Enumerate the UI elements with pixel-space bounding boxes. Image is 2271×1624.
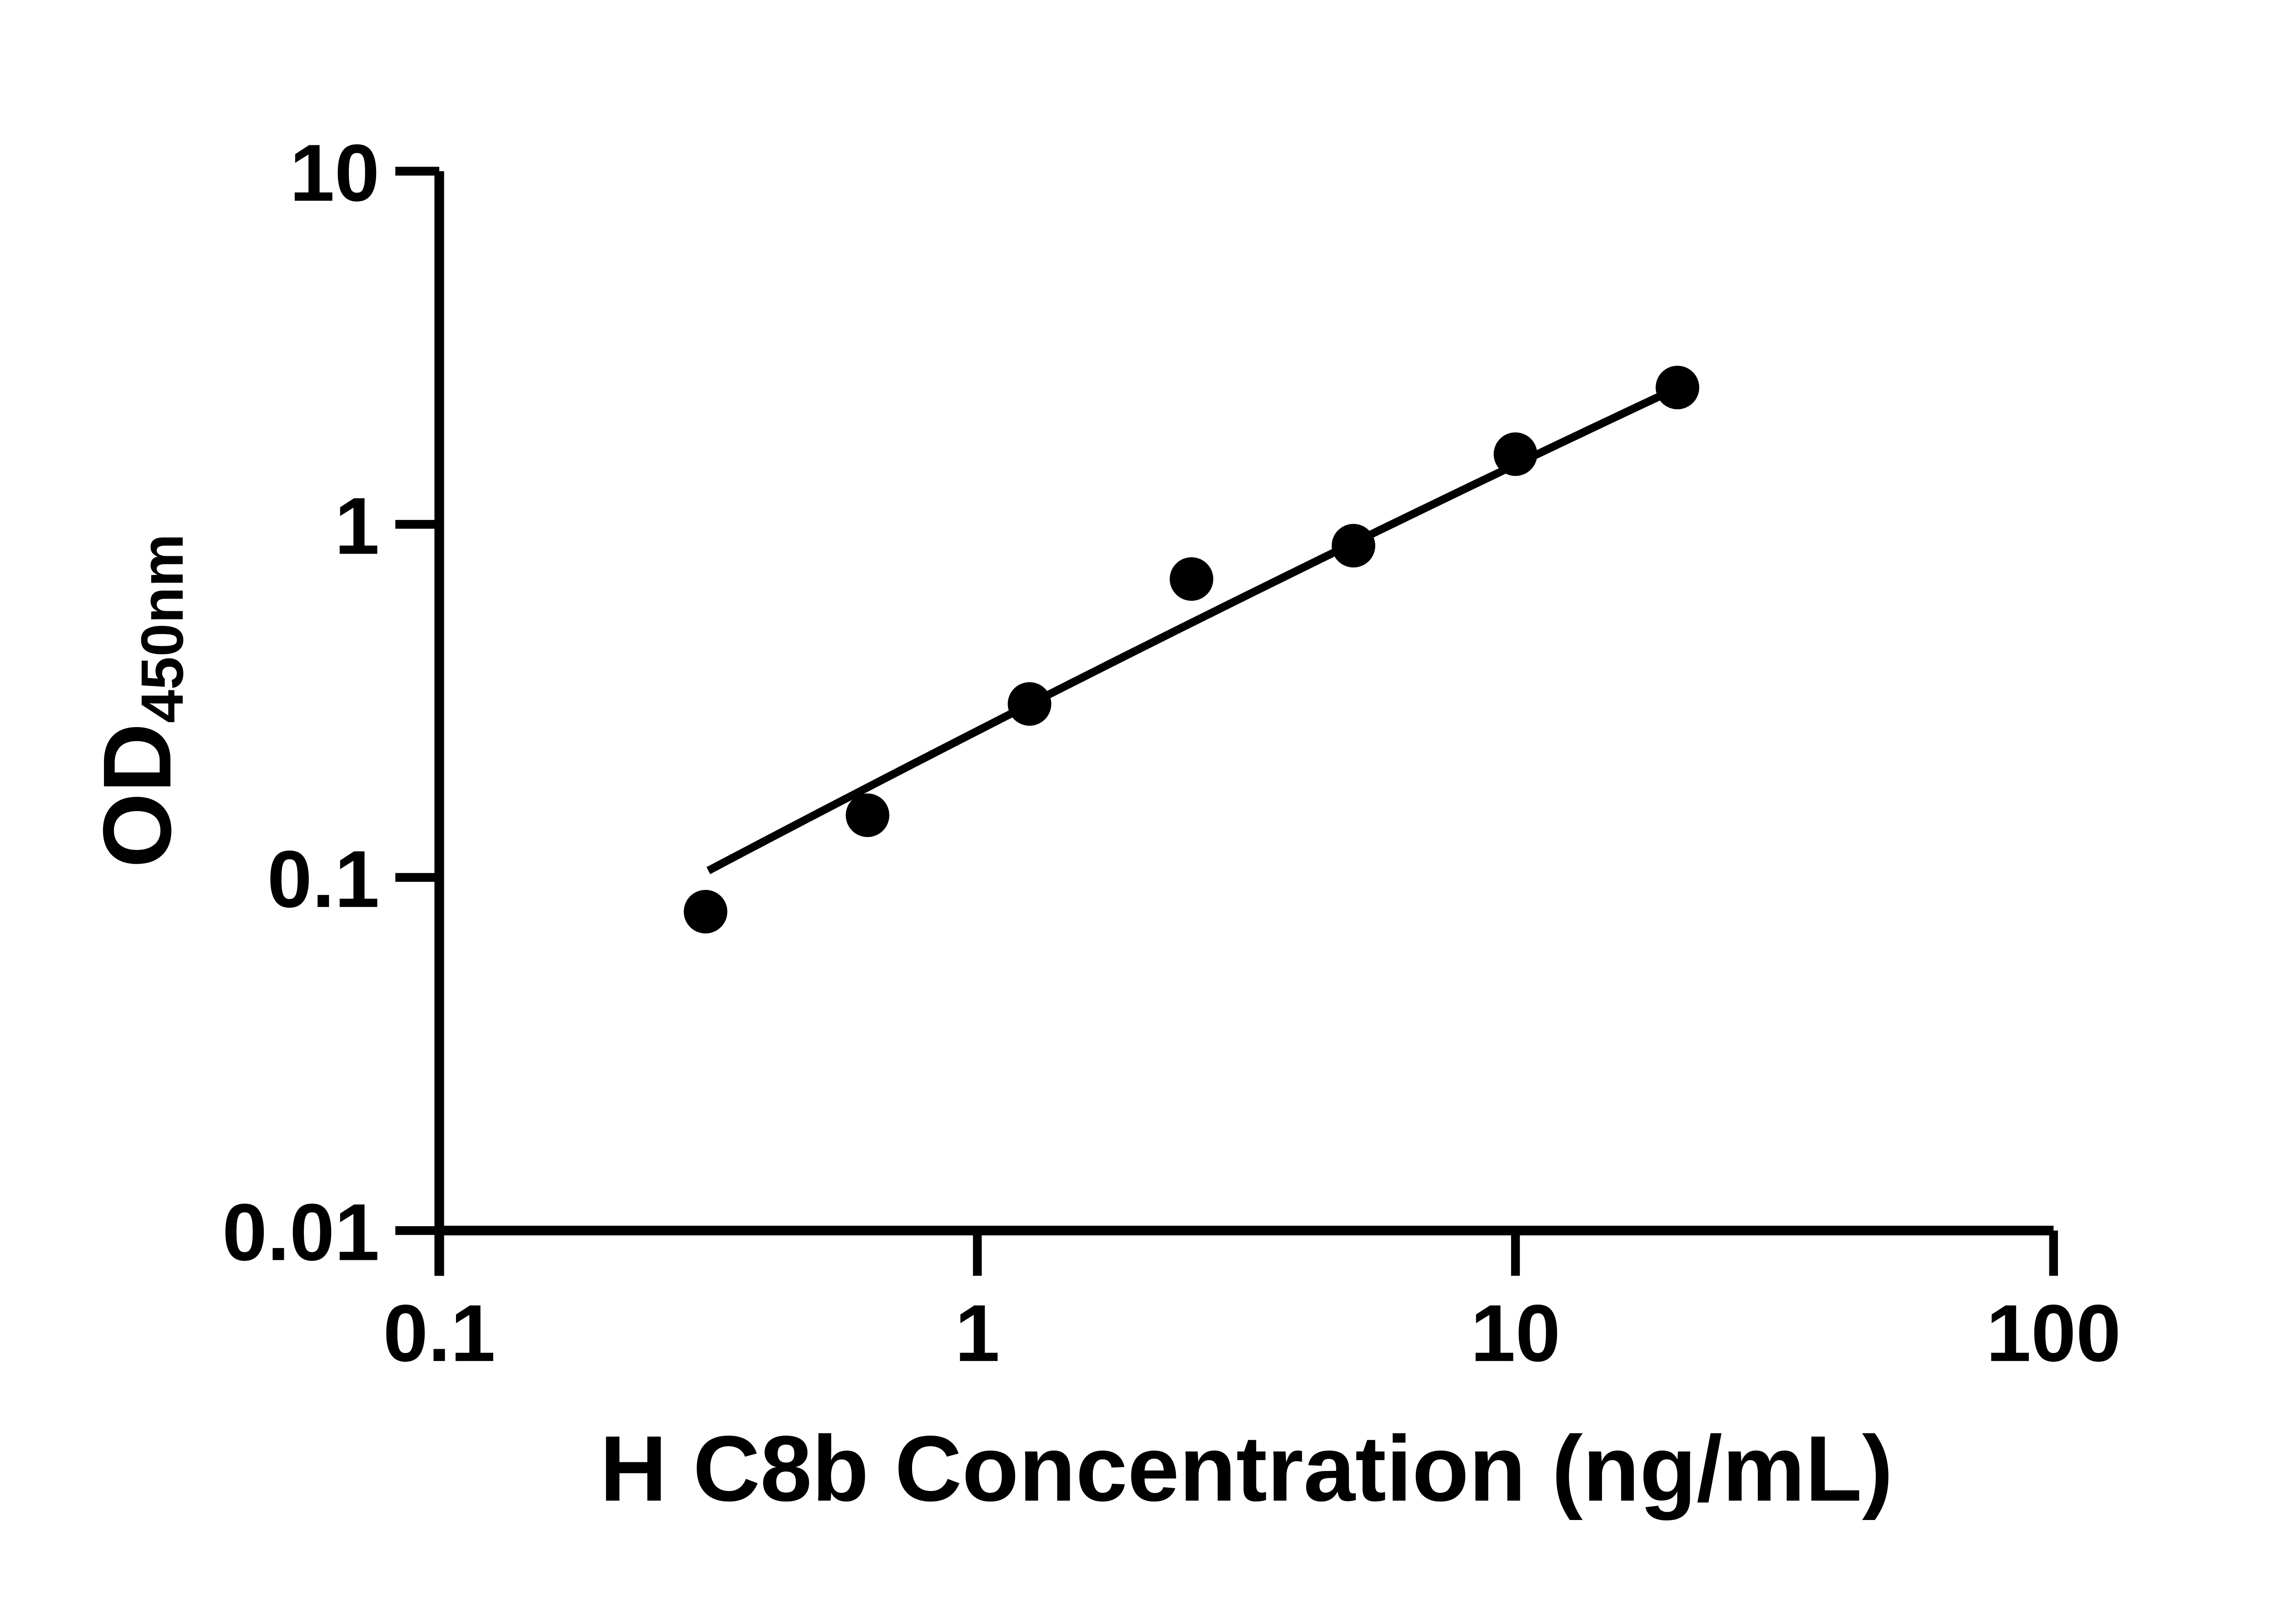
data-point xyxy=(684,890,728,934)
y-axis-title-subscript: 450nm xyxy=(129,534,195,723)
x-tick-label: 0.1 xyxy=(383,1288,495,1378)
x-tick-label: 1 xyxy=(955,1288,1000,1378)
data-point xyxy=(1493,432,1537,476)
y-axis-title-main: OD xyxy=(83,723,191,868)
y-tick-label: 1 xyxy=(335,481,380,571)
y-tick-label: 10 xyxy=(290,128,380,218)
x-axis-title: H C8b Concentration (ng/mL) xyxy=(600,1416,1893,1520)
y-tick-label: 0.01 xyxy=(222,1187,379,1277)
data-point xyxy=(846,793,889,837)
data-point xyxy=(1331,524,1375,568)
data-point xyxy=(1656,366,1700,410)
y-tick-label: 0.1 xyxy=(267,834,379,924)
x-tick-label: 100 xyxy=(1986,1288,2121,1378)
x-tick-label: 10 xyxy=(1471,1288,1561,1378)
y-axis-title: OD450nm xyxy=(83,534,195,868)
data-point xyxy=(1007,682,1051,726)
data-point xyxy=(1170,557,1214,601)
